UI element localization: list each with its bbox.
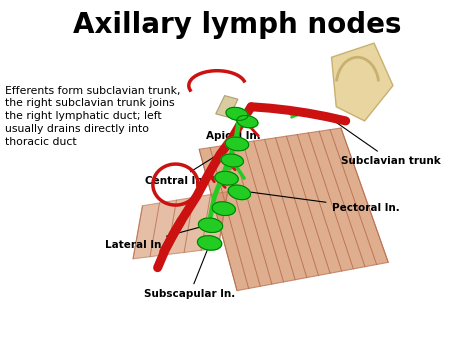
Ellipse shape xyxy=(237,115,258,128)
Polygon shape xyxy=(331,43,393,121)
Text: Pectoral ln.: Pectoral ln. xyxy=(245,191,399,213)
Ellipse shape xyxy=(226,107,248,120)
Text: Central ln.: Central ln. xyxy=(145,145,233,186)
Text: Apical ln.: Apical ln. xyxy=(206,120,261,142)
Bar xyxy=(216,95,238,118)
Ellipse shape xyxy=(221,154,244,167)
Ellipse shape xyxy=(199,218,223,233)
Text: Lateral ln.: Lateral ln. xyxy=(105,225,209,250)
Ellipse shape xyxy=(215,171,238,185)
Ellipse shape xyxy=(198,236,222,250)
Polygon shape xyxy=(199,128,388,291)
Ellipse shape xyxy=(228,185,251,200)
Ellipse shape xyxy=(212,202,236,215)
Text: Axillary lymph nodes: Axillary lymph nodes xyxy=(73,11,401,39)
Text: Subscapular ln.: Subscapular ln. xyxy=(144,245,236,299)
Ellipse shape xyxy=(225,137,249,151)
Text: Subclavian trunk: Subclavian trunk xyxy=(334,121,441,165)
Polygon shape xyxy=(133,192,228,259)
Text: Efferents form subclavian trunk,
the right subclavian trunk joins
the right lymp: Efferents form subclavian trunk, the rig… xyxy=(5,86,181,147)
